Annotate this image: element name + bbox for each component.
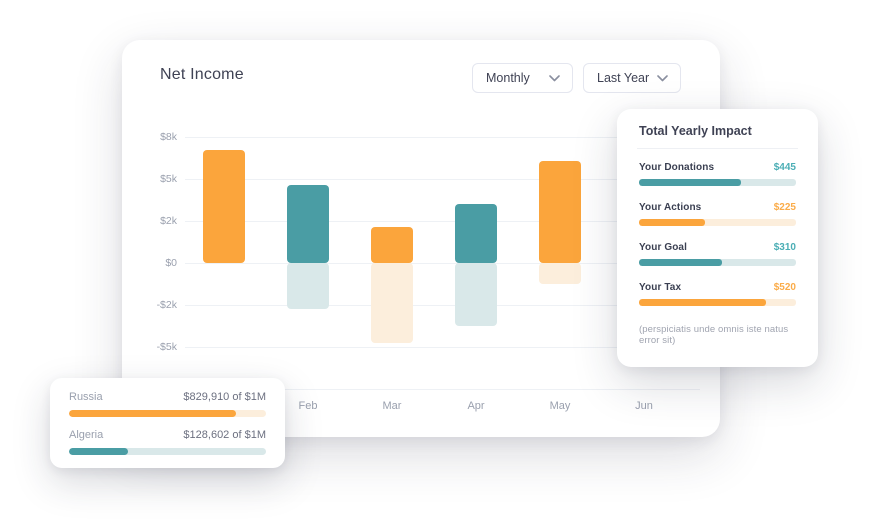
chart-bar-positive[interactable] [539,160,581,263]
chart-bar-positive[interactable] [455,204,497,263]
chart-bar-positive[interactable] [287,184,329,263]
country-label: Algeria [69,429,104,441]
country-progress-track [69,448,266,455]
x-axis-label: Feb [298,400,318,412]
chart-gridline [185,263,700,264]
x-axis-label: May [549,400,571,412]
impact-progress-track [639,299,796,306]
range-dropdown-value: Last Year [597,71,650,85]
y-axis-tick-label: $5k [160,173,177,185]
impact-row: Your Goal $310 [639,242,796,266]
chart-gridline [185,347,700,348]
impact-row-label: Your Donations [639,162,715,173]
impact-progress-fill [639,219,705,226]
impact-progress-fill [639,179,742,186]
impact-row-label: Your Actions [639,202,702,213]
impact-row: Your Tax $520 [639,282,796,306]
chevron-down-icon [657,74,668,81]
chart-gridline [185,389,700,390]
impact-row-value: $520 [773,282,796,293]
impact-progress-track [639,179,796,186]
y-axis-tick-label: -$2k [156,299,177,311]
chart-bar-negative[interactable] [455,263,497,326]
impact-card-title: Total Yearly Impact [639,124,752,138]
country-progress-fill [69,410,237,417]
impact-row-value: $310 [773,242,796,253]
period-dropdown-value: Monthly [486,71,530,85]
impact-progress-track [639,219,796,226]
impact-row: Your Actions $225 [639,202,796,226]
chart-gridline [185,179,700,180]
y-axis-tick-label: $8k [160,131,177,143]
impact-row-label: Your Tax [639,282,682,293]
chevron-down-icon [549,74,560,81]
chart-gridline [185,137,700,138]
y-axis-tick-label: $0 [165,257,177,269]
chart-bar-positive[interactable] [371,227,413,263]
chart-bar-positive[interactable] [203,149,245,263]
chart-bar-negative[interactable] [287,263,329,310]
impact-row-value: $225 [773,202,796,213]
country-label: Russia [69,391,103,403]
country-row: Algeria $128,602 of $1M [69,429,266,455]
total-yearly-impact-card: Total Yearly Impact Your Donations $445 … [617,109,818,367]
x-axis-label: Apr [467,400,485,412]
impact-progress-fill [639,259,723,266]
country-progress-track [69,410,266,417]
range-dropdown[interactable]: Last Year [583,63,681,93]
x-axis-label: Jun [635,400,653,412]
impact-row-value: $445 [773,162,796,173]
countries-progress-card: Russia $829,910 of $1M Algeria $128,602 … [50,378,285,468]
impact-row-label: Your Goal [639,242,687,253]
country-row: Russia $829,910 of $1M [69,391,266,417]
country-progress-value: $128,602 of $1M [183,429,266,441]
chart-bar-negative[interactable] [371,263,413,343]
impact-row: Your Donations $445 [639,162,796,186]
impact-progress-fill [639,299,767,306]
x-axis-label: Mar [382,400,402,412]
divider [637,148,798,149]
period-dropdown[interactable]: Monthly [472,63,573,93]
country-progress-value: $829,910 of $1M [183,391,266,403]
page-title: Net Income [160,66,244,83]
chart-bar-negative[interactable] [539,263,581,284]
net-income-bar-chart: $8k $5k $2k $0 -$2k -$5k Feb Mar Apr May Jun [122,40,720,437]
y-axis-tick-label: -$5k [156,341,177,353]
chart-gridline [185,305,700,306]
impact-footnote: (perspiciatis unde omnis iste natus erro… [639,324,789,346]
country-progress-fill [69,448,129,455]
y-axis-tick-label: $2k [160,215,177,227]
chart-gridline [185,221,700,222]
impact-progress-track [639,259,796,266]
